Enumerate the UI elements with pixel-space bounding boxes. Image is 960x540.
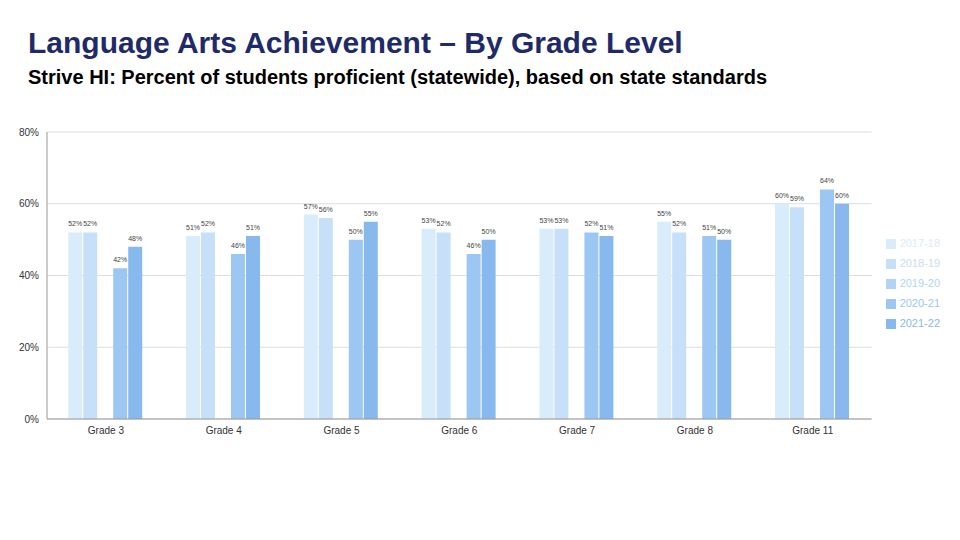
svg-text:60%: 60%	[19, 198, 39, 209]
svg-text:56%: 56%	[319, 206, 333, 213]
svg-text:Grade 5: Grade 5	[323, 425, 360, 436]
svg-text:42%: 42%	[113, 256, 127, 263]
svg-text:55%: 55%	[364, 210, 378, 217]
svg-text:51%: 51%	[246, 224, 260, 231]
svg-text:51%: 51%	[599, 224, 613, 231]
svg-text:52%: 52%	[437, 220, 451, 227]
svg-text:50%: 50%	[482, 228, 496, 235]
svg-text:20%: 20%	[19, 342, 39, 353]
svg-text:Grade 3: Grade 3	[88, 425, 125, 436]
svg-text:53%: 53%	[554, 217, 568, 224]
svg-text:52%: 52%	[201, 220, 215, 227]
html-text:2019-20: 2019-20	[899, 277, 940, 289]
svg-text:Grade 8: Grade 8	[677, 425, 714, 436]
svg-text:50%: 50%	[349, 228, 363, 235]
svg-text:53%: 53%	[422, 217, 436, 224]
svg-text:52%: 52%	[68, 220, 82, 227]
svg-text:55%: 55%	[657, 210, 671, 217]
svg-text:Grade 7: Grade 7	[559, 425, 596, 436]
html-text:Language Arts Achievement – By: Language Arts Achievement – By Grade Lev…	[28, 26, 683, 59]
svg-text:52%: 52%	[584, 220, 598, 227]
svg-text:Grade 4: Grade 4	[206, 425, 243, 436]
svg-text:40%: 40%	[19, 270, 39, 281]
svg-text:80%: 80%	[19, 127, 39, 138]
html-text:2017-18: 2017-18	[899, 237, 940, 249]
svg-text:46%: 46%	[467, 242, 481, 249]
svg-text:59%: 59%	[790, 195, 804, 202]
html-text:2018-19: 2018-19	[899, 257, 940, 269]
svg-text:52%: 52%	[83, 220, 97, 227]
svg-text:60%: 60%	[775, 192, 789, 199]
svg-text:51%: 51%	[186, 224, 200, 231]
svg-text:53%: 53%	[539, 217, 553, 224]
html-text:2020-21: 2020-21	[899, 297, 940, 309]
svg-text:60%: 60%	[835, 192, 849, 199]
svg-text:51%: 51%	[702, 224, 716, 231]
svg-text:Grade 6: Grade 6	[441, 425, 478, 436]
svg-text:50%: 50%	[717, 228, 731, 235]
svg-text:46%: 46%	[231, 242, 245, 249]
html-text:2021-22: 2021-22	[899, 317, 940, 329]
svg-text:64%: 64%	[820, 177, 834, 184]
svg-text:48%: 48%	[128, 235, 142, 242]
html-text:Strive HI: Percent of students: Strive HI: Percent of students proficien…	[28, 66, 767, 88]
svg-text:0%: 0%	[25, 414, 40, 425]
svg-text:52%: 52%	[672, 220, 686, 227]
svg-text:Grade 11: Grade 11	[792, 425, 833, 436]
svg-text:57%: 57%	[304, 203, 318, 210]
